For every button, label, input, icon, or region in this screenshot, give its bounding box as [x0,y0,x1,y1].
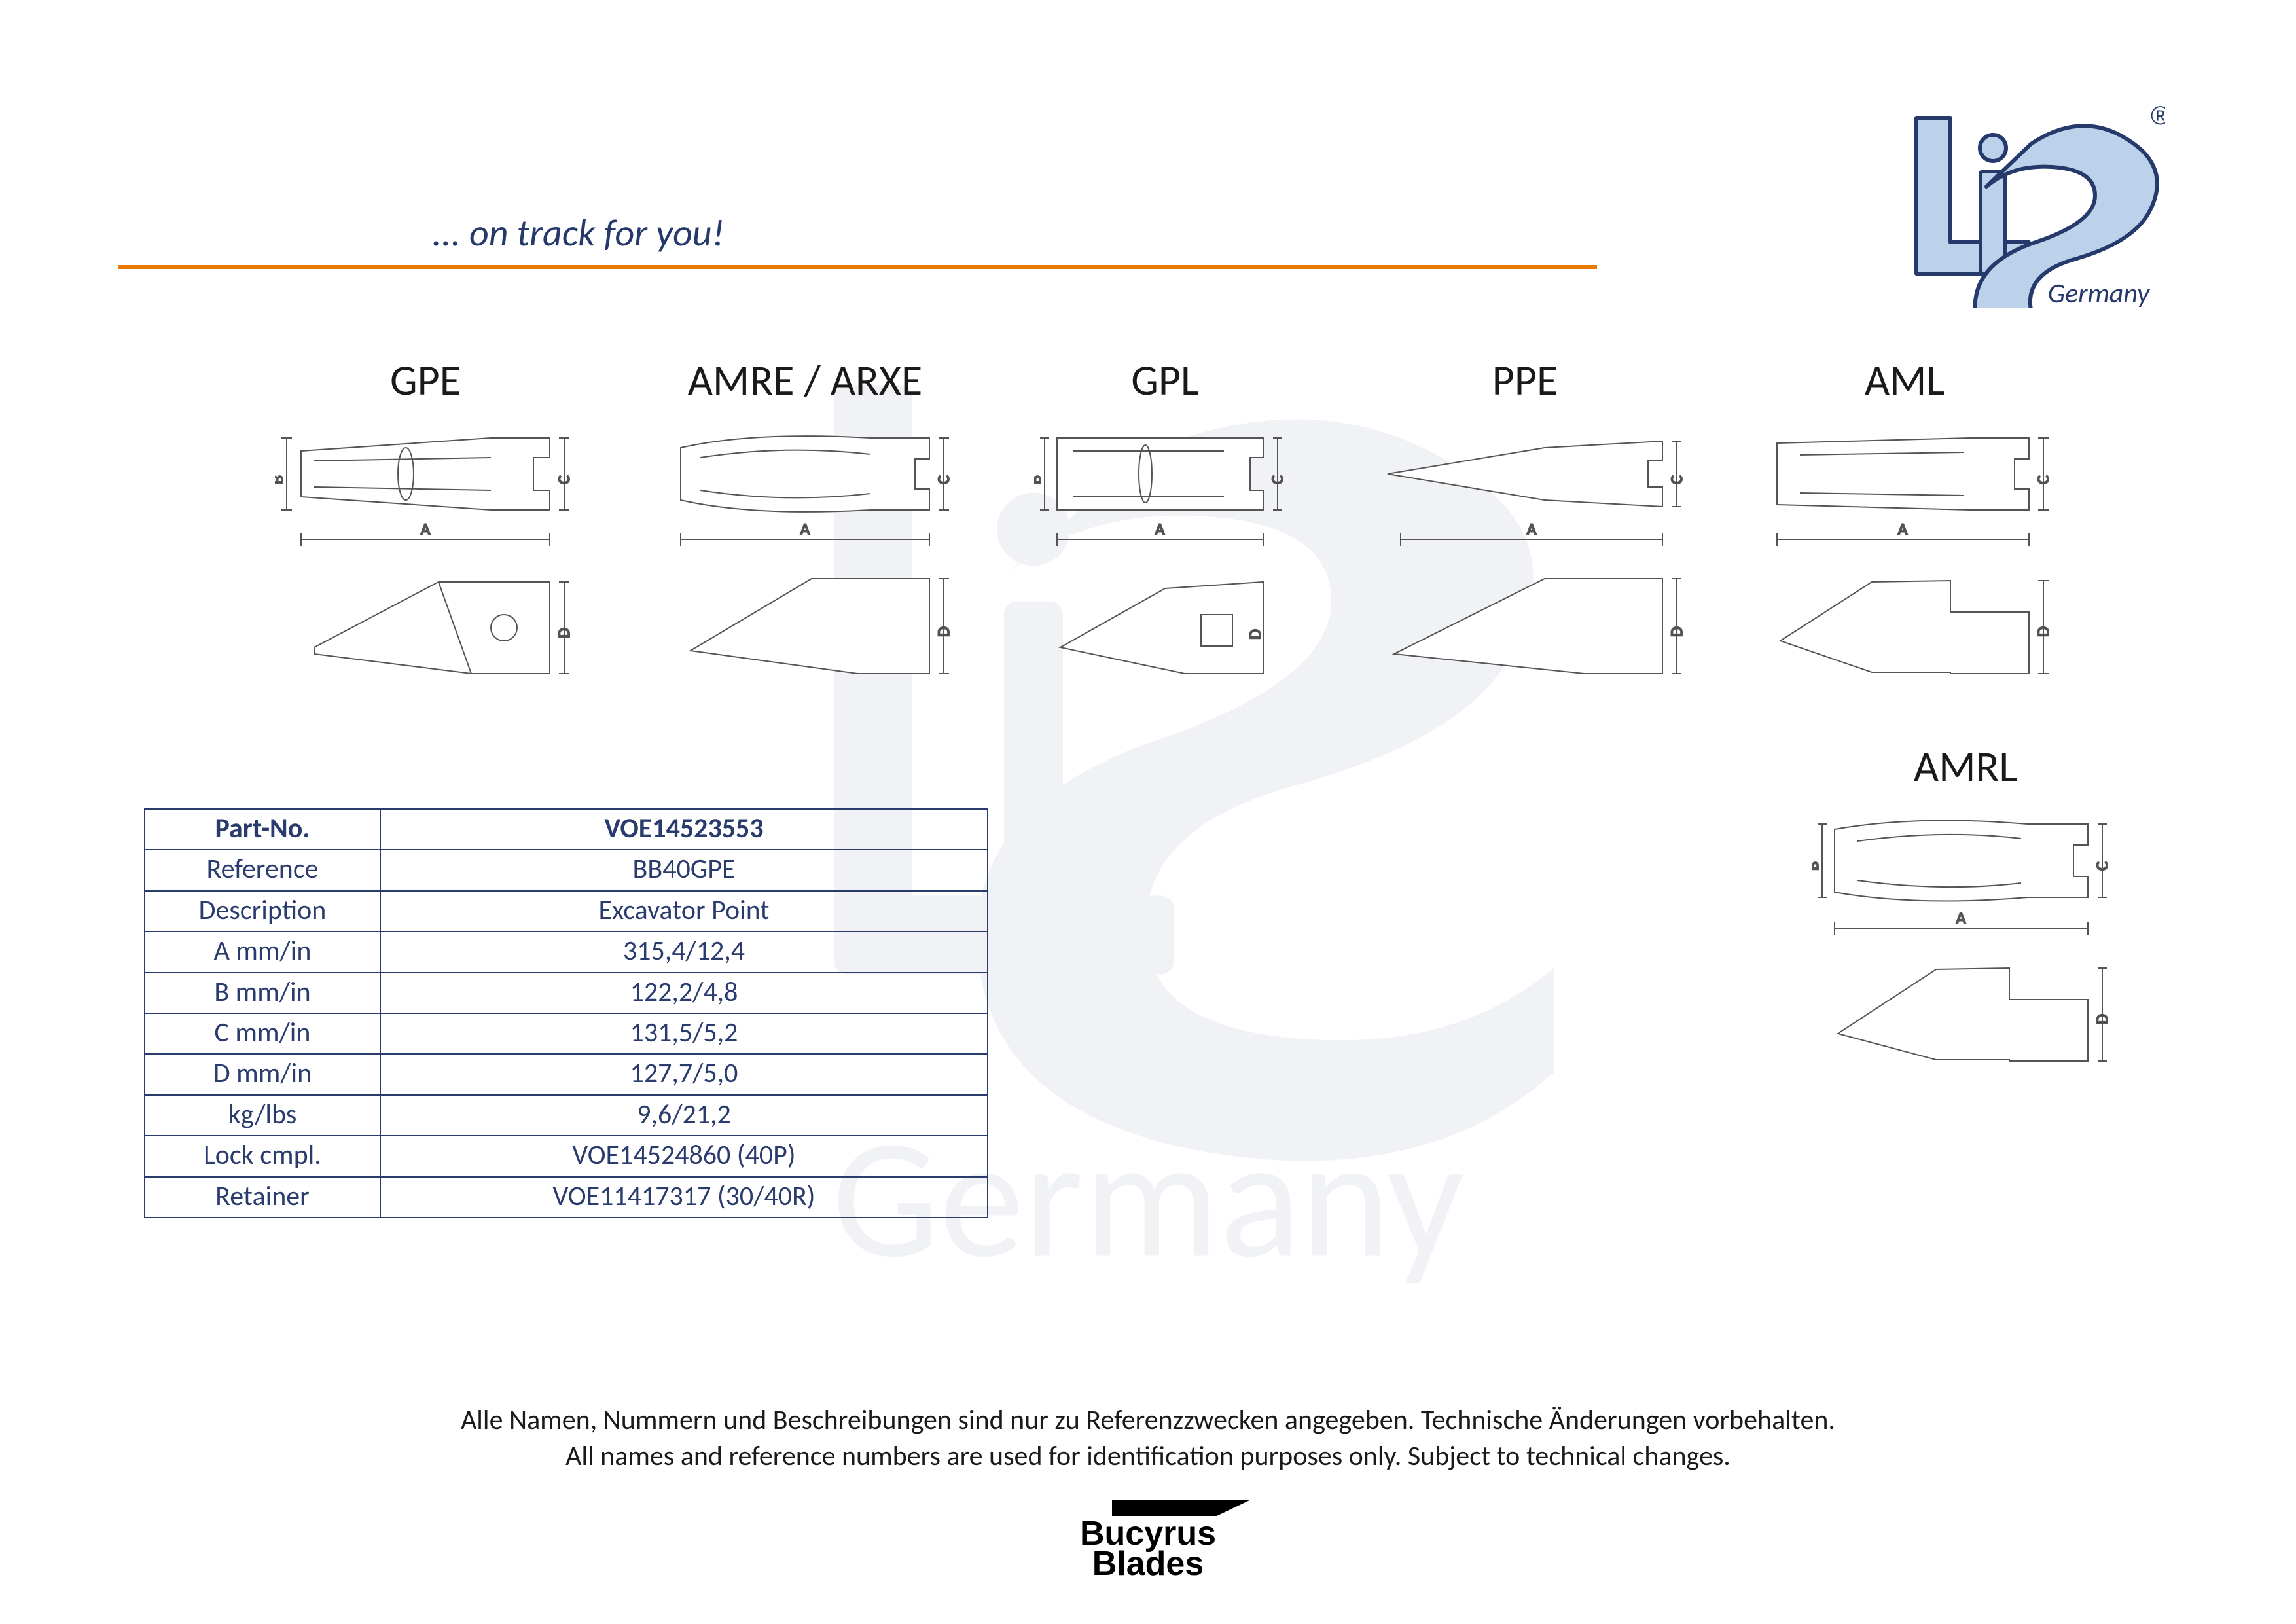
cell-label: kg/lbs [145,1095,380,1136]
svg-text:C: C [2091,861,2112,871]
svg-text:D: D [933,626,954,637]
svg-text:C: C [1666,475,1687,484]
diagram-amrl: AMRL A B C D [1812,740,2119,1089]
svg-text:C: C [1266,475,1287,484]
svg-text:B: B [275,475,287,484]
svg-text:B: B [1812,861,1823,871]
cell-value: VOE14524860 (40P) [380,1136,988,1176]
table-row: D mm/in127,7/5,0 [145,1054,988,1094]
diagram-ppe: PPE A C D [1374,353,1676,693]
cell-value: Excavator Point [380,891,988,931]
cell-label: D mm/in [145,1054,380,1094]
diagram-row: GPE A B C [275,353,2055,693]
cell-label: Lock cmpl. [145,1136,380,1176]
table-row: C mm/in131,5/5,2 [145,1013,988,1054]
tagline: ... on track for you! [432,209,725,256]
diagram-label: GPE [275,353,576,406]
cell-label: Retainer [145,1177,380,1218]
diagram-label: GPL [1034,353,1296,406]
diagram-gpe: GPE A B C [275,353,576,693]
diagram-aml: AML A C D [1754,353,2055,693]
company-logo: ® Germany [1890,98,2165,308]
diagram-gpl: GPL A B C D [1034,353,1296,693]
footer-line-en: All names and reference numbers are used… [0,1439,2296,1473]
diagram-amre-arxe: AMRE / ARXE A C D [655,353,956,693]
table-row: B mm/in122,2/4,8 [145,973,988,1013]
header-rule [118,265,1597,269]
svg-text:C: C [933,475,954,484]
cell-value: 122,2/4,8 [380,973,988,1013]
svg-text:D: D [2032,626,2053,637]
cell-value: BB40GPE [380,850,988,890]
spec-table: Part-No. VOE14523553 ReferenceBB40GPE De… [144,808,988,1218]
table-row: kg/lbs9,6/21,2 [145,1095,988,1136]
diagram-label: PPE [1374,353,1676,406]
bucyrus-text-bottom: Blades [1092,1545,1204,1579]
footer-line-de: Alle Namen, Nummern und Beschreibungen s… [0,1403,2296,1437]
bucyrus-blades-logo: Bucyrus Blades [1040,1494,1256,1582]
svg-text:A: A [420,518,430,539]
cell-label: B mm/in [145,973,380,1013]
svg-text:B: B [1034,475,1045,484]
table-row: Part-No. VOE14523553 [145,809,988,850]
footer-disclaimer: Alle Namen, Nummern und Beschreibungen s… [0,1401,2296,1475]
svg-text:®: ® [2151,101,2165,130]
svg-text:D: D [1666,626,1687,637]
diagram-label: AML [1754,353,2055,406]
cell-label: C mm/in [145,1013,380,1054]
diagram-label: AMRL [1812,740,2119,793]
svg-text:A: A [1956,907,1965,928]
svg-text:C: C [2032,475,2053,484]
logo-country: Germany [2048,277,2151,308]
cell-value: 315,4/12,4 [380,931,988,972]
table-row: RetainerVOE11417317 (30/40R) [145,1177,988,1218]
svg-text:A: A [1526,518,1536,539]
svg-text:D: D [553,628,574,638]
svg-text:A: A [1897,518,1907,539]
cell-label: A mm/in [145,931,380,972]
table-row: A mm/in315,4/12,4 [145,931,988,972]
cell-value: VOE14523553 [380,809,988,850]
svg-text:A: A [800,518,810,539]
cell-value: 9,6/21,2 [380,1095,988,1136]
svg-text:D: D [2091,1014,2112,1024]
cell-value: VOE11417317 (30/40R) [380,1177,988,1218]
table-row: Lock cmpl.VOE14524860 (40P) [145,1136,988,1176]
svg-text:D: D [1244,629,1265,640]
table-row: DescriptionExcavator Point [145,891,988,931]
cell-label: Description [145,891,380,931]
cell-value: 131,5/5,2 [380,1013,988,1054]
table-row: ReferenceBB40GPE [145,850,988,890]
svg-text:A: A [1155,518,1164,539]
cell-label: Part-No. [145,809,380,850]
cell-value: 127,7/5,0 [380,1054,988,1094]
diagram-label: AMRE / ARXE [655,353,956,406]
cell-label: Reference [145,850,380,890]
svg-text:C: C [553,475,574,484]
